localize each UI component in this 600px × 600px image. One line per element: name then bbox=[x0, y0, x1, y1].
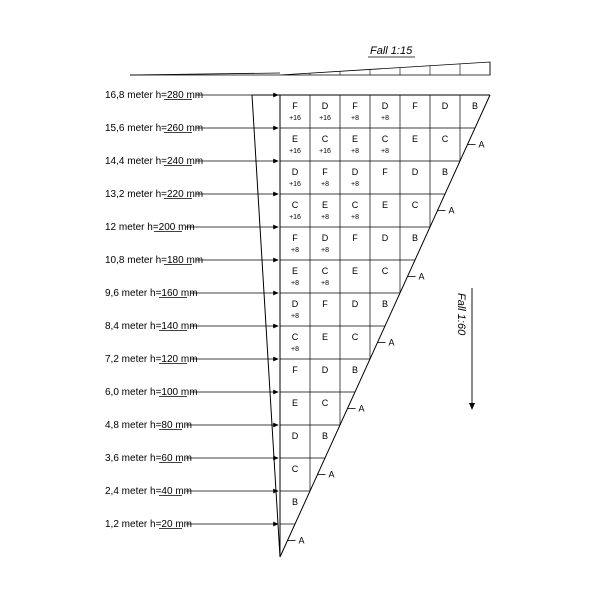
cell-offset: +8 bbox=[321, 214, 329, 221]
cell-offset: +8 bbox=[321, 280, 329, 287]
cell-letter: C bbox=[442, 134, 449, 144]
cell-letter: C bbox=[352, 332, 359, 342]
diagonal-tag: A bbox=[389, 338, 395, 348]
cell-letter: E bbox=[382, 200, 388, 210]
cell-letter: C bbox=[322, 134, 329, 144]
cell-offset: +8 bbox=[321, 247, 329, 254]
side-fall-label: Fall 1:60 bbox=[455, 293, 467, 336]
cell-letter: E bbox=[322, 332, 328, 342]
cell-offset: +8 bbox=[291, 313, 299, 320]
cell-letter: D bbox=[322, 101, 329, 111]
cell-letter: C bbox=[322, 266, 329, 276]
cell-letter: C bbox=[352, 200, 359, 210]
cell-letter: F bbox=[322, 299, 328, 309]
cell-letter: B bbox=[442, 167, 448, 177]
cell-letter: B bbox=[352, 365, 358, 375]
cell-offset: +8 bbox=[351, 214, 359, 221]
cell-letter: E bbox=[412, 134, 418, 144]
triangular-fall-diagram: Fall 1:15 F +16 D +16 F +8 D +8 F D B E +16 C +16 E +8 C +8… bbox=[0, 0, 600, 600]
cell-offset: +8 bbox=[321, 181, 329, 188]
cell-letter: C bbox=[412, 200, 419, 210]
cell-letter: E bbox=[292, 134, 298, 144]
cell-letter: E bbox=[292, 266, 298, 276]
cell-letter: C bbox=[292, 200, 299, 210]
diagonal-tag: A bbox=[299, 536, 305, 546]
diagonal-tag: A bbox=[329, 470, 335, 480]
cell-offset: +8 bbox=[381, 148, 389, 155]
cell-letter: F bbox=[292, 365, 298, 375]
cell-letter: B bbox=[292, 497, 298, 507]
cell-letter: F bbox=[382, 167, 388, 177]
cell-letter: D bbox=[292, 299, 299, 309]
cell-letter: F bbox=[412, 101, 418, 111]
top-fall-label: Fall 1:15 bbox=[370, 45, 413, 57]
cell-offset: +8 bbox=[291, 280, 299, 287]
cell-offset: +8 bbox=[381, 115, 389, 122]
cell-letter: C bbox=[382, 134, 389, 144]
diagonal-tag: A bbox=[419, 272, 425, 282]
cell-letter: F bbox=[352, 101, 358, 111]
cell-letter: C bbox=[292, 464, 299, 474]
cell-letter: D bbox=[352, 167, 359, 177]
cell-letter: B bbox=[322, 431, 328, 441]
cell-letter: E bbox=[352, 134, 358, 144]
cell-offset: +8 bbox=[351, 181, 359, 188]
cell-letter: E bbox=[292, 398, 298, 408]
cell-offset: +8 bbox=[351, 148, 359, 155]
cell-letter: B bbox=[412, 233, 418, 243]
cell-offset: +8 bbox=[291, 247, 299, 254]
cell-letter: D bbox=[322, 365, 329, 375]
cell-letter: E bbox=[352, 266, 358, 276]
diagonal-tag: A bbox=[479, 140, 485, 150]
cell-letter: C bbox=[292, 332, 299, 342]
top-wedge bbox=[280, 62, 490, 75]
cell-offset: +16 bbox=[289, 214, 301, 221]
cell-offset: +8 bbox=[291, 346, 299, 353]
cell-letter: F bbox=[292, 233, 298, 243]
cell-offset: +16 bbox=[289, 148, 301, 155]
cell-letter: F bbox=[292, 101, 298, 111]
cell-letter: C bbox=[322, 398, 329, 408]
cell-letter: E bbox=[322, 200, 328, 210]
cell-offset: +16 bbox=[289, 115, 301, 122]
cell-letter: D bbox=[442, 101, 449, 111]
cell-letter: D bbox=[292, 167, 299, 177]
cell-letter: D bbox=[322, 233, 329, 243]
cell-offset: +16 bbox=[319, 148, 331, 155]
cell-letter: D bbox=[352, 299, 359, 309]
diagonal-tag: A bbox=[449, 206, 455, 216]
cell-letter: D bbox=[292, 431, 299, 441]
cell-letter: B bbox=[472, 101, 478, 111]
cell-letter: D bbox=[382, 101, 389, 111]
cell-offset: +16 bbox=[289, 181, 301, 188]
cell-letter: B bbox=[382, 299, 388, 309]
cell-letter: C bbox=[382, 266, 389, 276]
cell-offset: +8 bbox=[351, 115, 359, 122]
cell-letter: F bbox=[352, 233, 358, 243]
cell-offset: +16 bbox=[319, 115, 331, 122]
cell-letter: F bbox=[322, 167, 328, 177]
cell-letter: D bbox=[382, 233, 389, 243]
cell-letter: D bbox=[412, 167, 419, 177]
diagonal-tag: A bbox=[359, 404, 365, 414]
